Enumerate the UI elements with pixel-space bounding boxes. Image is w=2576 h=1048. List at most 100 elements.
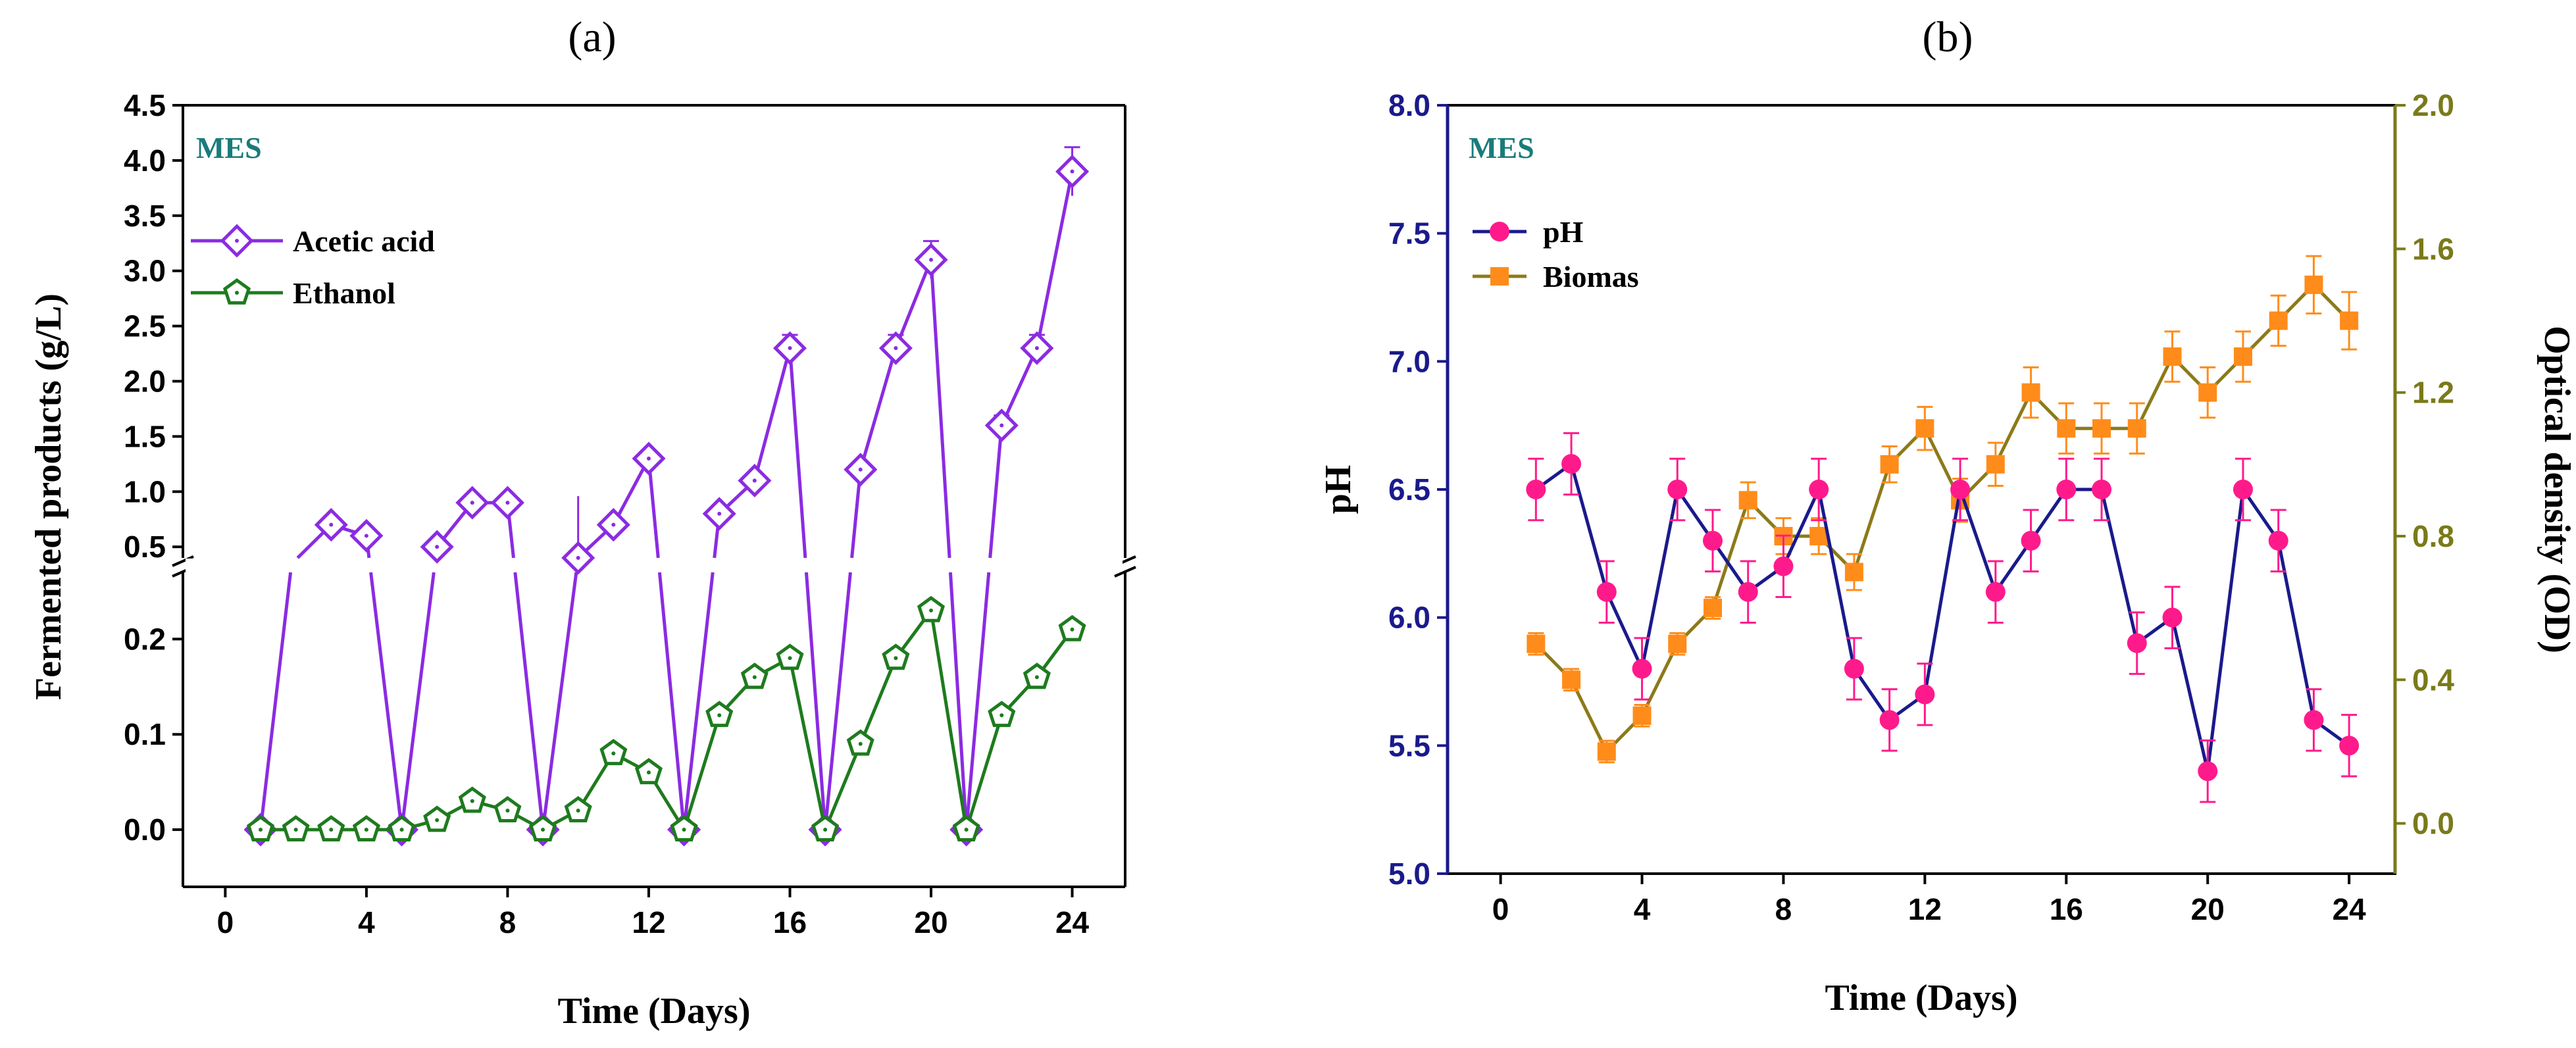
ethanol-point-dot xyxy=(858,741,863,746)
ethanol-point-dot xyxy=(823,828,828,832)
panel-b-left-tick-label: 5.5 xyxy=(1388,728,1430,762)
acetic-point-dot xyxy=(435,545,440,549)
panel-a-x-tick-label: 12 xyxy=(632,905,665,939)
biomas-point xyxy=(1880,455,1899,474)
legend-acetic-marker xyxy=(220,224,254,258)
legend-ethanol-marker xyxy=(222,278,251,305)
panel-a-break-mark-4 xyxy=(1114,566,1136,578)
ph-point xyxy=(2021,530,2041,551)
panel-a-y-tick-label: 0.0 xyxy=(124,812,166,847)
panel-b-left-tick-label: 7.5 xyxy=(1388,216,1430,251)
ethanol-point-dot xyxy=(788,656,792,661)
ph-line xyxy=(1534,462,2350,773)
biomas-point xyxy=(2021,383,2040,402)
biomas-point xyxy=(2127,419,2146,438)
acetic-point-dot xyxy=(1034,346,1039,351)
legend-ethanol-pentagon-dot xyxy=(235,291,239,295)
ph-point xyxy=(2092,480,2112,499)
acetic-point-dot xyxy=(364,534,368,538)
biomas-point xyxy=(2057,419,2076,438)
biomas-point xyxy=(2198,383,2217,402)
ethanol-point-dot xyxy=(646,770,651,775)
panel-a-y-tick-label: 0.2 xyxy=(124,622,166,656)
biomas-point xyxy=(1986,455,2005,474)
acetic-line-segment xyxy=(513,572,545,830)
panel-a-x-tick-label: 4 xyxy=(358,905,375,939)
ethanol-point-dot xyxy=(929,608,934,612)
panel-a-y-tick-label: 3.5 xyxy=(124,199,166,233)
panel-a-axis-gap xyxy=(186,559,1123,572)
biomas-point xyxy=(1527,634,1546,653)
panel-b-x-tick-label: 8 xyxy=(1775,892,1792,926)
legend-acetic-label: Acetic acid xyxy=(293,224,435,258)
biomas-point xyxy=(2304,275,2323,294)
acetic-line-segment xyxy=(859,346,897,472)
acetic-point-dot xyxy=(505,501,510,505)
panel-b-left-tick-label: 7.0 xyxy=(1388,344,1430,378)
ethanol-point-dot xyxy=(435,818,440,822)
ethanol-point-dot xyxy=(964,828,969,832)
biomas-line xyxy=(1534,283,2350,753)
ph-point xyxy=(1561,454,1582,474)
legend-ethanol-label: Ethanol xyxy=(293,276,395,310)
ph-point xyxy=(1667,480,1688,499)
ph-point xyxy=(2198,761,2218,782)
panel-b-x-tick-label: 0 xyxy=(1492,892,1509,926)
legend-ph-label: pH xyxy=(1543,215,1584,249)
panel-b-right-tick-label: 1.6 xyxy=(2412,232,2454,266)
ph-point xyxy=(1632,659,1652,679)
ethanol-point-dot xyxy=(399,828,404,832)
ph-point xyxy=(1526,480,1546,499)
ethanol-point-dot xyxy=(999,713,1004,718)
acetic-line-segment xyxy=(1035,170,1074,350)
panel-b-annotation: MES xyxy=(1469,131,1534,164)
acetic-line-segment xyxy=(823,572,852,830)
panel-a-y-tick-label: 1.0 xyxy=(124,474,166,509)
ethanol-point-dot xyxy=(682,828,686,832)
biomas-point xyxy=(1632,706,1652,725)
panel-b-legend: pH Biomas xyxy=(1473,215,1639,293)
panel-b-right-tick-label: 1.2 xyxy=(2412,376,2454,410)
panel-a-y-axis-title: Fermented products (g/L) xyxy=(28,293,69,700)
panel-b-left-tick-label: 8.0 xyxy=(1388,88,1430,122)
legend-biomas-marker xyxy=(1490,267,1509,286)
acetic-line-segment xyxy=(611,457,651,527)
panel-a-x-axis-title: Time (Days) xyxy=(558,991,751,1032)
panel-a-y-tick-label: 4.0 xyxy=(124,143,166,178)
acetic-point-dot xyxy=(788,346,792,351)
ph-point xyxy=(2304,710,2324,730)
acetic-point-dot xyxy=(576,556,580,560)
ph-point xyxy=(1844,659,1864,679)
legend-biomas-label: Biomas xyxy=(1543,260,1639,293)
panel-a-y-tick-label: 0.1 xyxy=(124,717,166,751)
panel-b-left-tick-label: 5.0 xyxy=(1388,857,1430,891)
panel-b-x-tick-label: 4 xyxy=(1634,892,1651,926)
panel-a-annotation: MES xyxy=(196,131,262,164)
acetic-point-dot xyxy=(470,501,474,505)
legend-ph-dot xyxy=(1490,222,1509,241)
ph-point xyxy=(1773,556,1794,576)
biomas-point xyxy=(2340,311,2359,330)
ph-point xyxy=(1809,480,1829,499)
panel-b-right-tick-label: 0.0 xyxy=(2412,807,2454,841)
acetic-point-dot xyxy=(329,522,334,527)
acetic-point-dot xyxy=(999,423,1004,428)
panel-a-y-tick-label: 4.5 xyxy=(124,88,166,122)
ethanol-point-dot xyxy=(470,799,474,803)
panel-b-x-tick-label: 12 xyxy=(1908,892,1942,926)
acetic-line-segment xyxy=(369,572,404,830)
ethanol-point-dot xyxy=(717,713,722,718)
panel-a-y-tick-label: 2.0 xyxy=(124,364,166,399)
panel-a-x-tick-label: 16 xyxy=(773,905,807,939)
panel-a-label: (a) xyxy=(568,13,616,61)
ethanol-point-dot xyxy=(364,828,368,832)
legend-acetic-diamond-dot xyxy=(235,239,239,243)
ethanol-point-dot xyxy=(576,809,580,813)
panel-b-left-tick-label: 6.0 xyxy=(1388,601,1430,635)
ph-point xyxy=(1702,530,1723,551)
acetic-point-dot xyxy=(646,456,651,461)
biomas-point xyxy=(1915,419,1934,438)
acetic-line-segment xyxy=(948,572,969,830)
ph-point xyxy=(2233,480,2253,499)
